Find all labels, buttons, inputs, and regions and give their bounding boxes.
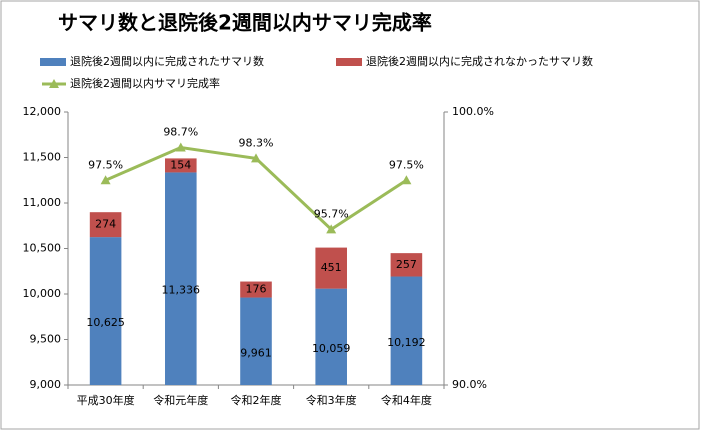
y2-tick-label: 90.0% bbox=[452, 378, 487, 391]
bar bbox=[165, 172, 197, 385]
bar bbox=[165, 158, 197, 173]
marker bbox=[175, 142, 186, 152]
y-tick-label: 10,500 bbox=[23, 242, 62, 255]
bar bbox=[89, 237, 122, 385]
marker bbox=[401, 175, 412, 185]
data-label: 98.3% bbox=[239, 136, 274, 149]
chart-title: サマリ数と退院後2週間以内サマリ完成率 bbox=[58, 11, 432, 35]
data-label: 97.5% bbox=[88, 158, 123, 171]
data-label: 176 bbox=[246, 283, 267, 296]
y-tick-label: 11,500 bbox=[23, 151, 62, 164]
marker bbox=[100, 175, 111, 185]
x-tick-label: 令和2年度 bbox=[231, 393, 282, 407]
y-tick-label: 10,000 bbox=[23, 287, 62, 300]
data-label: 154 bbox=[170, 158, 191, 171]
data-label: 98.7% bbox=[163, 125, 198, 138]
legend-swatch bbox=[40, 58, 66, 66]
data-label: 11,336 bbox=[162, 284, 201, 297]
y2-tick-label: 100.0% bbox=[452, 105, 494, 118]
legend-marker bbox=[49, 79, 59, 88]
data-label: 95.7% bbox=[314, 207, 349, 220]
y-tick-label: 12,000 bbox=[23, 105, 62, 118]
data-label: 10,625 bbox=[86, 316, 125, 329]
bar bbox=[315, 288, 347, 385]
data-label: 10,059 bbox=[312, 342, 351, 355]
y-tick-label: 9,000 bbox=[30, 378, 62, 391]
data-label: 451 bbox=[321, 261, 342, 274]
x-tick-label: 令和元年度 bbox=[153, 393, 208, 407]
bar bbox=[240, 297, 272, 385]
data-label: 274 bbox=[95, 218, 116, 231]
x-tick-label: 令和4年度 bbox=[381, 393, 432, 407]
x-tick-label: 令和3年度 bbox=[306, 393, 357, 407]
bar bbox=[390, 253, 423, 277]
legend-label: 退院後2週間以内サマリ完成率 bbox=[70, 76, 220, 90]
data-label: 257 bbox=[396, 258, 417, 271]
bar bbox=[315, 247, 347, 289]
y-tick-label: 9,500 bbox=[30, 333, 62, 346]
bar bbox=[390, 276, 423, 385]
x-tick-label: 平成30年度 bbox=[77, 393, 135, 407]
marker bbox=[251, 153, 261, 163]
y-tick-label: 11,000 bbox=[23, 196, 62, 209]
data-label: 10,192 bbox=[387, 336, 426, 349]
bar bbox=[240, 281, 272, 298]
bar bbox=[89, 212, 122, 238]
data-label: 9,961 bbox=[240, 346, 272, 359]
data-label: 97.5% bbox=[389, 158, 424, 171]
legend-label: 退院後2週間以内に完成されたサマリ数 bbox=[70, 54, 264, 68]
legend-swatch bbox=[336, 58, 362, 66]
legend-label: 退院後2週間以内に完成されなかったサマリ数 bbox=[366, 54, 593, 68]
marker bbox=[326, 224, 337, 234]
